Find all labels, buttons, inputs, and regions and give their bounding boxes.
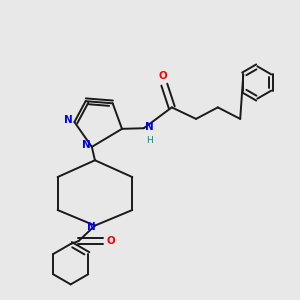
Text: N: N — [88, 222, 96, 232]
Text: O: O — [158, 71, 167, 81]
Text: H: H — [146, 136, 153, 145]
Text: N: N — [64, 116, 73, 125]
Text: N: N — [82, 140, 91, 150]
Text: N: N — [145, 122, 154, 132]
Text: O: O — [107, 236, 116, 246]
